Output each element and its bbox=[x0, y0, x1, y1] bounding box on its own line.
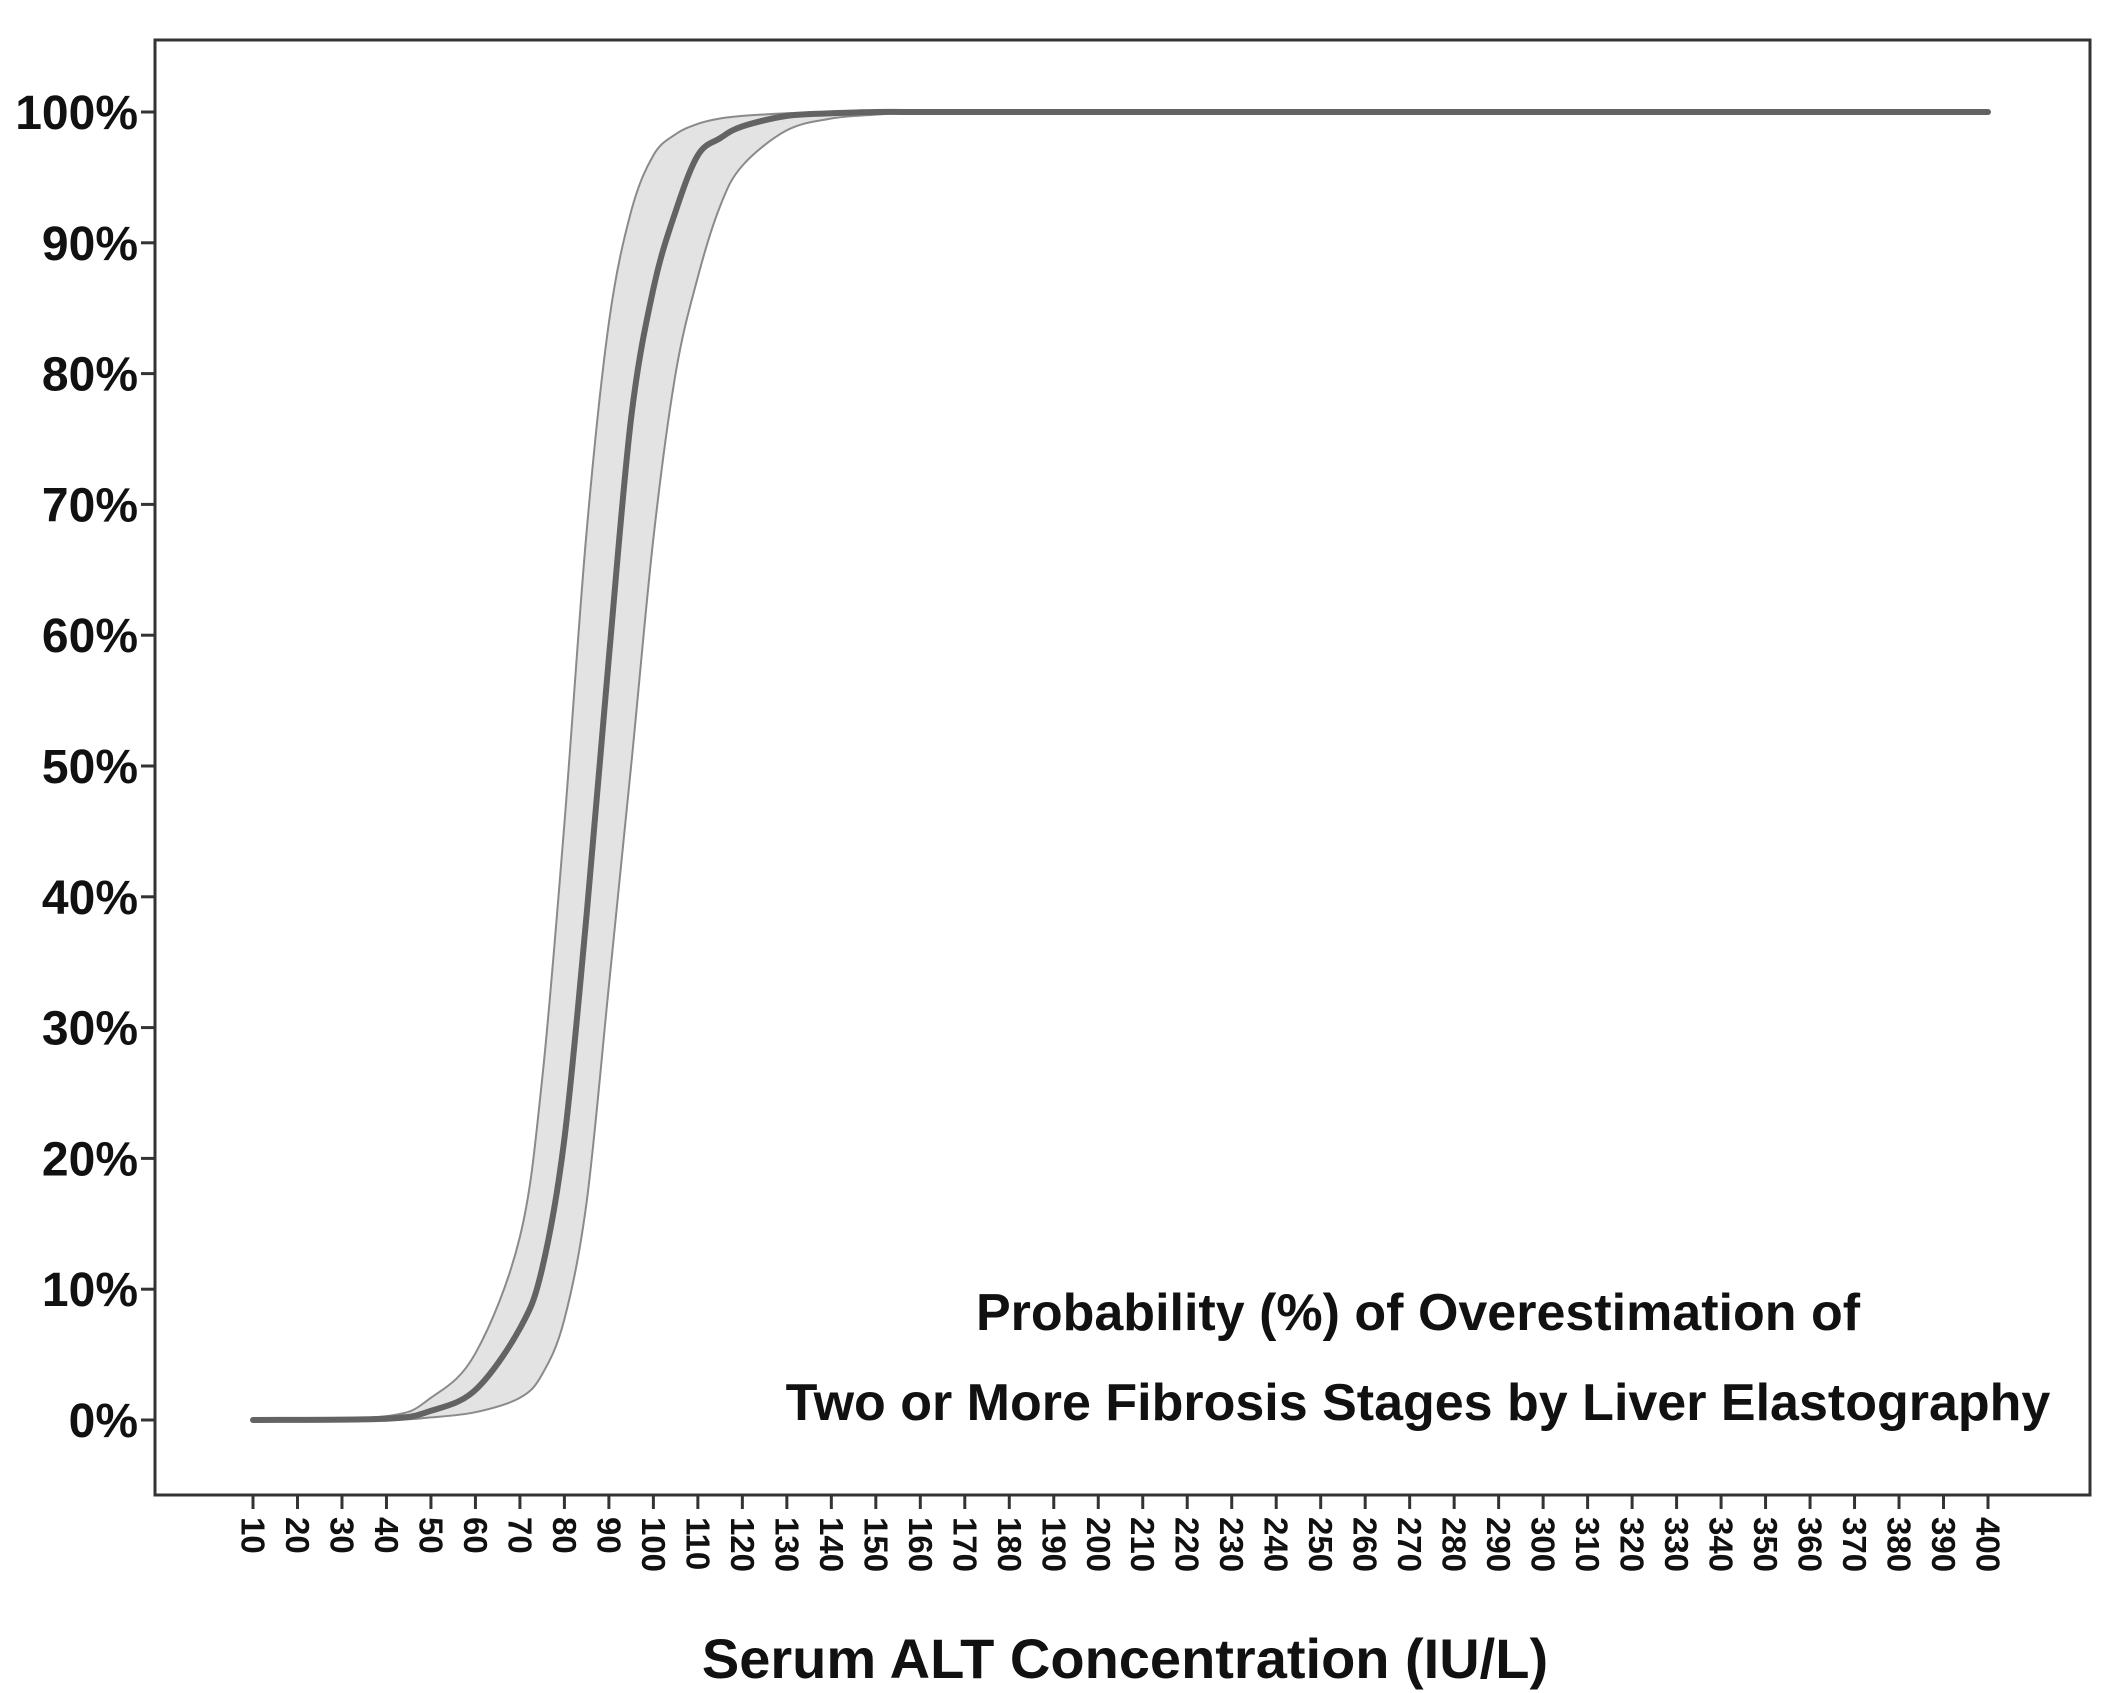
x-tick-label: 320 bbox=[1614, 1517, 1651, 1572]
x-tick-label: 140 bbox=[813, 1517, 850, 1572]
x-tick-label: 40 bbox=[368, 1517, 405, 1554]
lower-bound-line bbox=[252, 110, 1988, 1422]
x-tick-label: 130 bbox=[768, 1517, 805, 1572]
x-tick-label: 60 bbox=[457, 1517, 494, 1554]
x-tick-label: 20 bbox=[279, 1517, 316, 1554]
x-tick-label: 400 bbox=[1970, 1517, 2007, 1572]
estimate-line bbox=[250, 108, 1991, 1423]
x-tick-label: 360 bbox=[1792, 1517, 1829, 1572]
confidence-band bbox=[253, 111, 1988, 1421]
x-tick-label: 100 bbox=[635, 1517, 672, 1572]
x-axis-title: Serum ALT Concentration (IU/L) bbox=[702, 1627, 1548, 1690]
x-tick-label: 380 bbox=[1881, 1517, 1918, 1572]
x-tick-label: 160 bbox=[902, 1517, 939, 1572]
plot-frame bbox=[153, 38, 2092, 1497]
x-tick-label: 150 bbox=[857, 1517, 894, 1572]
x-tick-label: 330 bbox=[1658, 1517, 1695, 1572]
x-tick-label: 310 bbox=[1569, 1517, 1606, 1572]
y-axis: 0% 10% 20% 30% 40% 50% 60% 70% 80% 90% 100% bbox=[15, 87, 155, 1448]
x-tick-label: 230 bbox=[1213, 1517, 1250, 1572]
x-tick-label: 250 bbox=[1302, 1517, 1339, 1572]
x-tick-label: 220 bbox=[1169, 1517, 1206, 1572]
x-tick-label: 170 bbox=[946, 1517, 983, 1572]
x-tick-label: 390 bbox=[1925, 1517, 1962, 1572]
x-tick-label: 370 bbox=[1836, 1517, 1873, 1572]
x-tick-label: 30 bbox=[324, 1517, 361, 1554]
x-tick-label: 300 bbox=[1525, 1517, 1562, 1572]
x-tick-label: 280 bbox=[1436, 1517, 1473, 1572]
x-tick-label: 350 bbox=[1747, 1517, 1784, 1572]
x-tick-label: 240 bbox=[1258, 1517, 1295, 1572]
x-tick-label: 290 bbox=[1480, 1517, 1517, 1572]
y-tick-label: 80% bbox=[42, 349, 138, 402]
y-tick-label: 40% bbox=[42, 872, 138, 925]
x-tick-label: 210 bbox=[1124, 1517, 1161, 1572]
x-tick-label: 190 bbox=[1035, 1517, 1072, 1572]
y-tick-label: 50% bbox=[42, 741, 138, 794]
y-tick-label: 100% bbox=[15, 87, 138, 140]
x-tick-label: 10 bbox=[235, 1517, 272, 1554]
x-tick-label: 260 bbox=[1347, 1517, 1384, 1572]
x-tick-label: 120 bbox=[724, 1517, 761, 1572]
x-tick-label: 70 bbox=[501, 1517, 538, 1554]
y-tick-label: 70% bbox=[42, 479, 138, 532]
x-tick-label: 340 bbox=[1703, 1517, 1740, 1572]
estimate-line-layer bbox=[250, 108, 1991, 1423]
x-tick-label: 200 bbox=[1080, 1517, 1117, 1572]
x-tick-label: 270 bbox=[1391, 1517, 1428, 1572]
x-tick-label: 180 bbox=[991, 1517, 1028, 1572]
x-tick-label: 50 bbox=[412, 1517, 449, 1554]
x-tick-label: 110 bbox=[679, 1517, 716, 1570]
y-tick-label: 60% bbox=[42, 610, 138, 663]
y-tick-label: 10% bbox=[42, 1264, 138, 1317]
y-tick-label: 30% bbox=[42, 1003, 138, 1056]
x-tick-label: 80 bbox=[546, 1517, 583, 1554]
annotation-line-1: Probability (%) of Overestimation of bbox=[976, 1284, 1861, 1342]
y-tick-label: 0% bbox=[69, 1395, 138, 1448]
x-axis: 10 20 30 40 50 60 70 80 90 100 110 120 130 140 150 160 1… bbox=[235, 1495, 2007, 1572]
x-tick-label: 90 bbox=[590, 1517, 627, 1554]
y-tick-label: 90% bbox=[42, 218, 138, 271]
y-tick-label: 20% bbox=[42, 1133, 138, 1186]
upper-bound-line bbox=[252, 110, 1988, 1421]
confidence-band-layer bbox=[252, 110, 1988, 1422]
annotation-line-2: Two or More Fibrosis Stages by Liver Ela… bbox=[786, 1374, 2051, 1432]
